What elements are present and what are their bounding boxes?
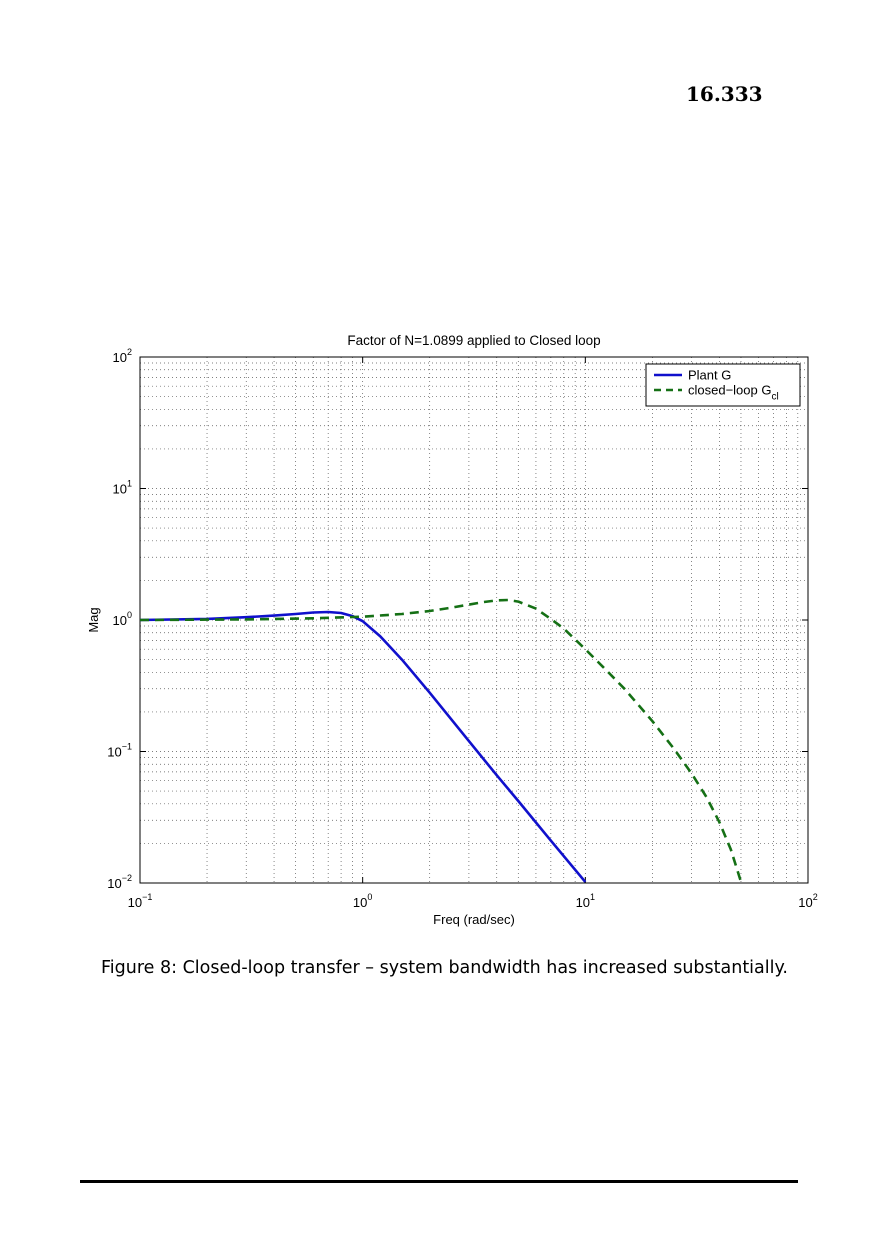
x-axis-label: Freq (rad/sec) (433, 912, 515, 927)
x-tick-label: 10−1 (128, 892, 153, 910)
y-tick-label: 10−2 (107, 873, 132, 891)
series-line-plant-g (139, 610, 587, 883)
y-tick-label: 102 (113, 347, 132, 365)
chart-title: Factor of N=1.0899 applied to Closed loo… (347, 333, 600, 348)
y-tick-label: 10−1 (107, 742, 132, 760)
series-line-closed-loop-gcl (139, 598, 743, 883)
series-group (139, 598, 743, 883)
y-axis-label: Mag (86, 607, 101, 632)
figure-caption: Figure 8: Closed-loop transfer – system … (101, 958, 788, 978)
footer-rule (80, 1180, 798, 1183)
x-tick-label: 100 (353, 892, 372, 910)
y-tick-label: 101 (113, 479, 132, 497)
y-tick-label: 100 (113, 610, 132, 628)
x-tick-label: 101 (576, 892, 595, 910)
legend-label: closed−loop Gcl (688, 383, 779, 403)
page-number: 16.333 (686, 82, 763, 106)
ticks (139, 356, 809, 884)
x-tick-label: 102 (798, 892, 817, 910)
figure-background (80, 325, 820, 935)
legend-label: Plant G (688, 368, 731, 383)
legend-box (645, 363, 801, 407)
